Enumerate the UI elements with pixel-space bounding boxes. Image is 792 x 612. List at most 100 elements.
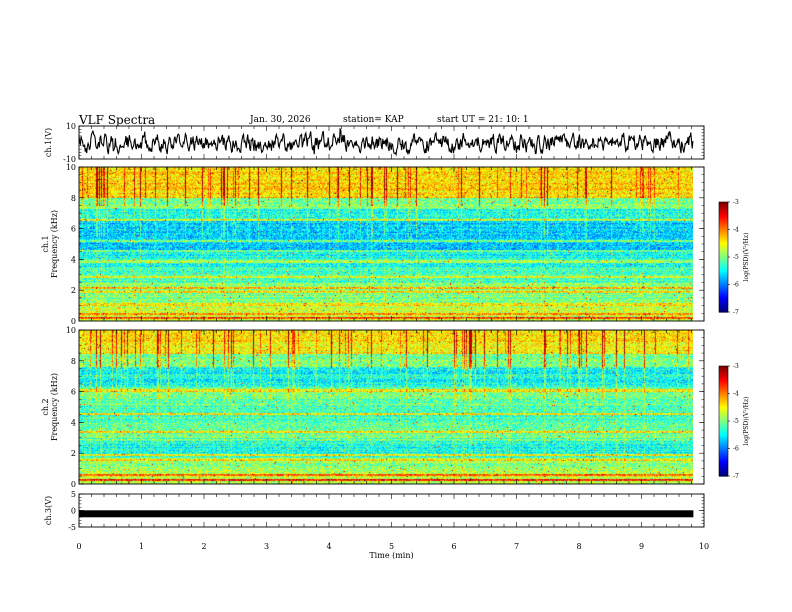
colorbar-swatch xyxy=(719,441,728,444)
colorbar-swatch xyxy=(719,377,728,380)
colorbar-tick-label: -6 xyxy=(733,282,739,289)
colorbar-swatch xyxy=(719,470,728,473)
colorbar-swatch xyxy=(719,271,728,275)
colorbar-swatch xyxy=(719,461,728,464)
colorbar-swatch xyxy=(719,413,728,417)
colorbar-swatch xyxy=(719,301,728,304)
colorbar-swatch xyxy=(719,264,728,267)
ch1-waveform-line xyxy=(78,127,694,157)
colorbar-swatch xyxy=(719,299,728,302)
colorbar-swatch xyxy=(719,386,728,389)
colorbar-swatch xyxy=(719,295,728,298)
colorbar-swatch xyxy=(719,288,728,291)
colorbar-swatch xyxy=(719,240,728,243)
colorbar-swatch xyxy=(719,472,728,475)
colorbar-swatch xyxy=(719,242,728,245)
spectrogram-raster xyxy=(79,330,693,484)
x-tick-label: 0 xyxy=(76,542,81,551)
colorbar-swatch xyxy=(719,421,728,424)
colorbar-tick-label: -4 xyxy=(733,227,739,234)
colorbar-swatch xyxy=(719,238,728,242)
y-axis-label: Frequency (kHz) xyxy=(50,373,59,441)
colorbar-label: log(PSD)(V²/Hz) xyxy=(743,397,750,446)
colorbar-swatch xyxy=(719,227,728,231)
colorbar-swatch xyxy=(719,450,728,453)
colorbar-swatch xyxy=(719,419,728,422)
colorbar-swatch xyxy=(719,375,728,378)
x-tick-label: 8 xyxy=(576,542,581,551)
y-tick-label: 0 xyxy=(71,480,76,489)
date-label: Jan. 30, 2026 xyxy=(250,115,311,125)
colorbar-swatch xyxy=(719,253,728,256)
colorbar-swatch xyxy=(719,284,728,287)
colorbar-swatch xyxy=(719,218,728,221)
x-tick-label: 7 xyxy=(514,542,519,551)
colorbar-swatch xyxy=(719,463,728,466)
ch2-colorbar: -3 -4 -5 -6 -7 log(PSD)(V²/Hz) xyxy=(718,363,750,480)
colorbar-swatch xyxy=(719,235,728,238)
colorbar-swatch xyxy=(719,369,728,373)
colorbar-swatch xyxy=(719,202,728,205)
colorbar-swatch xyxy=(719,404,728,407)
colorbar-swatch xyxy=(719,266,728,269)
colorbar-swatch xyxy=(719,251,728,254)
colorbar-swatch xyxy=(719,260,728,264)
colorbar-swatch xyxy=(719,209,728,212)
colorbar-tick-label: -7 xyxy=(733,473,739,480)
y-tick-label: 2 xyxy=(71,449,76,458)
colorbar-swatch xyxy=(719,257,728,260)
y-tick-label: 0 xyxy=(71,507,76,516)
ch2-spectrogram-image xyxy=(79,330,693,484)
colorbar-swatch xyxy=(719,457,728,461)
colorbar-swatch xyxy=(719,397,728,400)
colorbar-swatch xyxy=(719,391,728,395)
ch1-spectrogram-image xyxy=(79,167,693,321)
station-label: station= KAP xyxy=(343,115,404,125)
colorbar-swatch xyxy=(719,443,728,446)
y-tick-label: 6 xyxy=(71,225,76,234)
y-tick-label: 0 xyxy=(71,317,76,326)
colorbar-swatch xyxy=(719,231,728,234)
axis-labels: 10-100246810024681050-5ch.1(V)ch.3(V)ch.… xyxy=(41,122,709,560)
y-tick-label: 10 xyxy=(66,326,76,335)
colorbar-swatch xyxy=(719,293,728,297)
colorbar-swatch xyxy=(719,302,728,306)
colorbar-swatch xyxy=(719,384,728,387)
colorbar-swatch xyxy=(719,282,728,286)
colorbar-swatch xyxy=(719,255,728,258)
y-tick-label: -5 xyxy=(68,523,76,532)
colorbar-swatch xyxy=(719,367,728,371)
colorbar-swatch xyxy=(719,452,728,455)
x-axis-label: Time (min) xyxy=(369,551,413,560)
colorbar-swatch xyxy=(719,304,728,308)
colorbar-tick-label: -6 xyxy=(733,446,739,453)
colorbar-swatch xyxy=(719,290,728,293)
colorbar-swatch xyxy=(719,275,728,278)
axis-ticks xyxy=(78,125,705,528)
colorbar-swatch xyxy=(719,435,728,439)
colorbar-swatch xyxy=(719,455,728,459)
colorbar-swatch xyxy=(719,389,728,393)
colorbar-swatch xyxy=(719,402,728,406)
colorbar-swatch xyxy=(719,422,728,426)
colorbar-swatch xyxy=(719,437,728,440)
y-tick-label: 5 xyxy=(71,490,76,499)
colorbar-swatch xyxy=(719,220,728,223)
colorbar-swatch xyxy=(719,468,728,472)
y-tick-label: 2 xyxy=(71,286,76,295)
colorbar-swatch xyxy=(719,262,728,265)
colorbar-swatch xyxy=(719,446,728,450)
colorbar-swatch xyxy=(719,306,728,309)
y-tick-label: 10 xyxy=(66,122,76,131)
colorbar-swatch xyxy=(719,247,728,251)
colorbar-swatch xyxy=(719,459,728,462)
colorbar-swatch xyxy=(719,224,728,227)
colorbar-swatch xyxy=(719,236,728,240)
colorbar-swatch xyxy=(719,277,728,280)
colorbar-swatch xyxy=(719,233,728,236)
x-tick-label: 4 xyxy=(326,542,331,551)
colorbar-swatch xyxy=(719,465,728,468)
colorbar-tick-label: -5 xyxy=(733,418,739,425)
colorbar-swatch xyxy=(719,279,728,282)
